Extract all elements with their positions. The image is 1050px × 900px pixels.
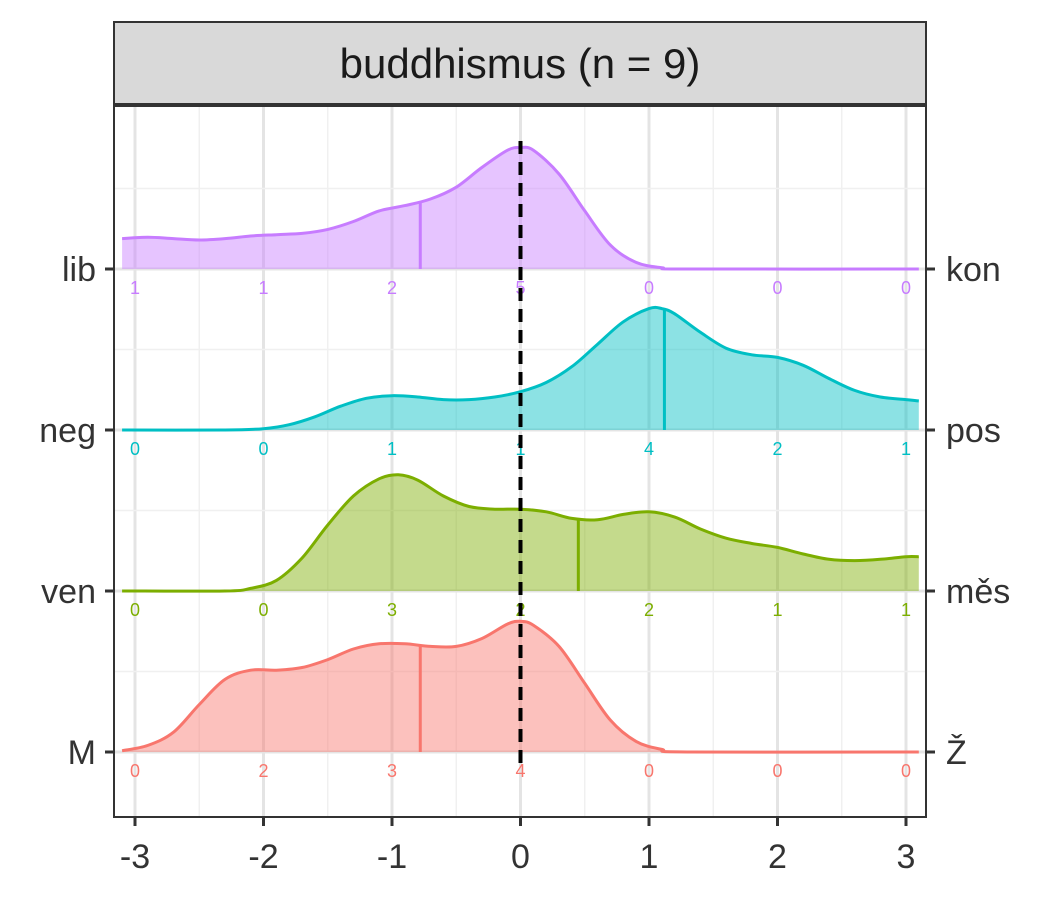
density-area bbox=[122, 307, 919, 431]
count-label: 0 bbox=[644, 761, 654, 781]
count-label: 0 bbox=[130, 761, 140, 781]
y-label-right: pos bbox=[946, 412, 1001, 450]
ridge-ven-měs: 0032211 bbox=[122, 473, 919, 620]
density-line bbox=[122, 473, 919, 593]
x-tick-label: -3 bbox=[120, 838, 150, 876]
count-label: 4 bbox=[515, 761, 525, 781]
x-tick-label: -1 bbox=[377, 838, 407, 876]
y-label-left: M bbox=[68, 734, 96, 772]
count-label: 0 bbox=[258, 600, 268, 620]
y-label-left: ven bbox=[41, 573, 96, 611]
count-label: 3 bbox=[387, 600, 397, 620]
count-label: 4 bbox=[644, 439, 654, 459]
count-label: 0 bbox=[901, 761, 911, 781]
density-area bbox=[122, 621, 919, 753]
density-line bbox=[122, 305, 920, 432]
count-label: 2 bbox=[644, 600, 654, 620]
y-label-left: lib bbox=[62, 251, 96, 289]
ridge-M-Ž: 0 2 3 4 0 0 0 bbox=[121, 619, 919, 781]
facet-strip-background bbox=[113, 21, 927, 105]
count-label: 1 bbox=[258, 278, 268, 298]
count-label: 1 bbox=[130, 278, 140, 298]
y-label-right: Ž bbox=[946, 734, 967, 772]
count-label: 1 bbox=[387, 439, 397, 459]
count-label: 0 bbox=[130, 439, 140, 459]
facet-title: buddhismus (n = 9) bbox=[340, 40, 701, 87]
facet-strip: buddhismus (n = 9) bbox=[113, 21, 927, 105]
count-label: 0 bbox=[258, 439, 268, 459]
x-tick-label: 3 bbox=[897, 838, 916, 876]
count-label: 2 bbox=[772, 439, 782, 459]
count-label: 2 bbox=[258, 761, 268, 781]
x-tick-label: 2 bbox=[768, 838, 787, 876]
density-line bbox=[121, 619, 919, 754]
count-label: 1 bbox=[901, 600, 911, 620]
count-label: 1 bbox=[901, 439, 911, 459]
count-label: 1 bbox=[772, 600, 782, 620]
ridge-neg-pos: 0 0 1 1 4 2 1 bbox=[122, 305, 920, 459]
count-label: 2 bbox=[387, 278, 397, 298]
count-label: 3 bbox=[387, 761, 397, 781]
y-label-right: kon bbox=[946, 251, 1001, 289]
x-tick-label: -2 bbox=[248, 838, 278, 876]
count-label: 0 bbox=[130, 600, 140, 620]
count-label: 0 bbox=[772, 278, 782, 298]
x-tick-label: 0 bbox=[511, 838, 530, 876]
density-line bbox=[122, 145, 919, 271]
count-label: 0 bbox=[772, 761, 782, 781]
count-label: 0 bbox=[901, 278, 911, 298]
count-label: 1 bbox=[515, 439, 525, 459]
x-tick-label: 1 bbox=[640, 838, 659, 876]
y-label-left: neg bbox=[39, 412, 96, 450]
count-label: 0 bbox=[644, 278, 654, 298]
density-area bbox=[122, 474, 919, 592]
x-axis: -3 -2 -1 0 1 2 3 bbox=[120, 817, 916, 876]
y-label-right: měs bbox=[946, 573, 1010, 611]
